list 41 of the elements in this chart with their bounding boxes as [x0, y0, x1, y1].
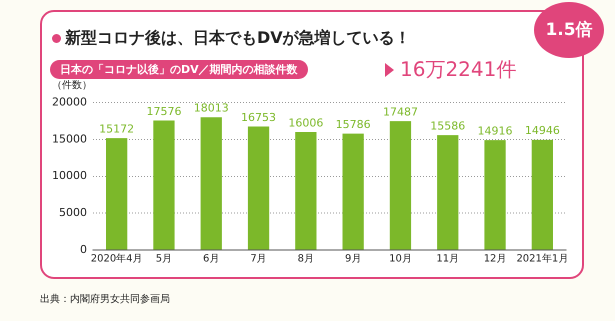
x-tick-label: 9月: [344, 254, 362, 265]
data-label: 15586: [430, 119, 466, 132]
data-label: 15172: [99, 122, 134, 136]
x-tick-label: 12月: [484, 254, 506, 265]
y-tick-label: 20000: [52, 95, 87, 108]
chart-subtitle: 日本の「コロナ以後」のDV／期間内の相談件数: [50, 60, 308, 79]
x-tick-label: 7月: [250, 254, 267, 265]
bar: [532, 140, 553, 250]
x-tick-label: 2020年4月: [90, 252, 143, 265]
x-tick-label: 6月: [203, 254, 220, 265]
x-tick-label: 10月: [389, 254, 412, 265]
bar: [342, 134, 364, 250]
bar: [390, 121, 412, 250]
x-tick-label: 5月: [156, 254, 172, 265]
data-label: 17576: [146, 104, 182, 118]
y-tick-label: 5000: [58, 206, 87, 220]
y-axis-title: （件数）: [52, 79, 92, 92]
x-tick-label: 11月: [436, 254, 460, 265]
bar: [248, 126, 270, 250]
x-tick-label: 2021年1月: [516, 252, 568, 265]
data-label: 14946: [524, 124, 560, 138]
x-tick-label: 8月: [298, 254, 314, 265]
text: 1.5倍: [544, 19, 594, 41]
data-label: 14916: [478, 124, 513, 138]
bar: [437, 135, 458, 250]
chart-title: 新型コロナ後は、日本でもDVが急増している！: [65, 28, 411, 47]
data-label: 15786: [336, 118, 371, 132]
y-tick-label: 10000: [52, 169, 87, 182]
bar: [200, 117, 222, 250]
bar: [484, 140, 506, 250]
bar: [106, 138, 128, 250]
bar: [295, 132, 316, 250]
data-label: 16753: [241, 110, 276, 124]
y-tick-label: 15000: [52, 132, 87, 146]
y-tick-label: 0: [80, 242, 87, 256]
text: 16万2241件: [400, 56, 516, 83]
bar: [153, 120, 175, 250]
data-label: 17487: [382, 105, 418, 118]
source-note: 出典：内閣府男女共同参画局: [40, 292, 170, 306]
data-label: 16006: [288, 116, 324, 130]
data-label: 18013: [194, 102, 229, 115]
